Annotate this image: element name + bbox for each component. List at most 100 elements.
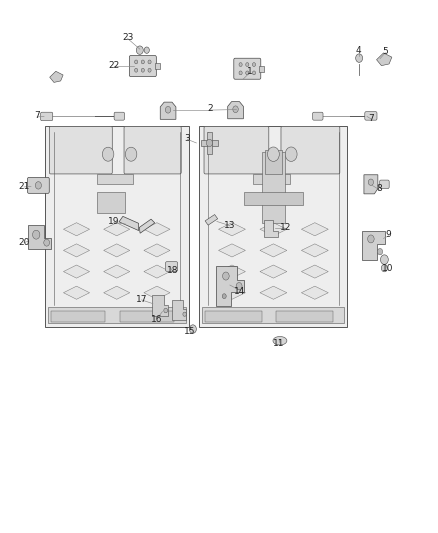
Bar — [120, 311, 174, 322]
Polygon shape — [104, 244, 130, 257]
Polygon shape — [228, 102, 244, 119]
Circle shape — [141, 68, 145, 72]
Text: 12: 12 — [279, 223, 291, 232]
Bar — [51, 311, 105, 322]
Polygon shape — [260, 265, 287, 278]
Bar — [261, 152, 285, 223]
Bar — [253, 174, 290, 184]
Bar — [259, 66, 265, 72]
Bar — [45, 126, 188, 327]
Polygon shape — [219, 223, 245, 236]
Polygon shape — [144, 286, 170, 299]
Circle shape — [285, 147, 297, 161]
Polygon shape — [205, 215, 218, 225]
Text: 5: 5 — [382, 47, 388, 56]
Circle shape — [32, 230, 40, 239]
Text: 15: 15 — [184, 327, 195, 336]
Bar — [97, 192, 125, 213]
Circle shape — [141, 60, 145, 64]
Polygon shape — [104, 223, 130, 236]
Bar — [201, 140, 218, 146]
Circle shape — [367, 235, 374, 243]
Polygon shape — [160, 102, 176, 119]
Polygon shape — [119, 216, 139, 231]
Bar — [97, 174, 133, 184]
Text: 2: 2 — [208, 104, 213, 113]
Circle shape — [102, 147, 114, 161]
Text: 17: 17 — [136, 295, 147, 304]
Text: 8: 8 — [376, 183, 382, 192]
Bar — [265, 150, 282, 174]
Circle shape — [136, 46, 143, 54]
Ellipse shape — [273, 336, 287, 345]
Circle shape — [148, 60, 151, 64]
Circle shape — [189, 325, 196, 333]
Text: 10: 10 — [382, 264, 394, 272]
Circle shape — [239, 63, 242, 67]
Polygon shape — [104, 286, 130, 299]
Circle shape — [236, 282, 242, 290]
Text: 16: 16 — [152, 315, 163, 324]
Polygon shape — [260, 286, 287, 299]
Circle shape — [246, 63, 249, 67]
Circle shape — [356, 54, 363, 62]
Circle shape — [381, 264, 388, 272]
Circle shape — [252, 71, 256, 75]
Text: 13: 13 — [224, 221, 236, 230]
Text: 20: 20 — [18, 238, 30, 247]
Polygon shape — [49, 71, 63, 83]
Text: 4: 4 — [356, 46, 361, 55]
Polygon shape — [219, 265, 245, 278]
Circle shape — [268, 147, 279, 161]
Polygon shape — [264, 220, 278, 237]
Circle shape — [206, 139, 212, 147]
Polygon shape — [260, 223, 287, 236]
Circle shape — [148, 68, 151, 72]
Circle shape — [246, 71, 249, 75]
Polygon shape — [173, 301, 186, 319]
Text: 14: 14 — [234, 287, 246, 296]
FancyBboxPatch shape — [129, 55, 156, 77]
Text: 7: 7 — [34, 111, 40, 120]
Circle shape — [144, 47, 149, 53]
Bar — [199, 126, 347, 327]
Text: 1: 1 — [247, 67, 252, 76]
FancyBboxPatch shape — [380, 180, 389, 189]
FancyBboxPatch shape — [41, 112, 53, 120]
Polygon shape — [28, 225, 50, 249]
Polygon shape — [64, 223, 90, 236]
Circle shape — [223, 272, 229, 280]
FancyBboxPatch shape — [49, 126, 112, 174]
Circle shape — [134, 68, 138, 72]
Polygon shape — [377, 53, 392, 66]
Bar — [244, 192, 303, 205]
Polygon shape — [301, 286, 328, 299]
Polygon shape — [139, 219, 155, 233]
Text: 11: 11 — [273, 339, 285, 348]
Text: 19: 19 — [108, 217, 120, 227]
Polygon shape — [64, 244, 90, 257]
Text: 3: 3 — [184, 134, 190, 143]
FancyBboxPatch shape — [124, 126, 181, 174]
Polygon shape — [301, 244, 328, 257]
Bar — [276, 311, 332, 322]
Polygon shape — [301, 265, 328, 278]
Circle shape — [183, 312, 186, 317]
FancyBboxPatch shape — [234, 58, 261, 79]
Polygon shape — [144, 244, 170, 257]
Circle shape — [381, 255, 389, 264]
Circle shape — [239, 71, 242, 75]
Text: 18: 18 — [167, 266, 178, 275]
Polygon shape — [152, 295, 168, 317]
Bar — [48, 308, 186, 324]
Polygon shape — [216, 266, 244, 306]
Text: 7: 7 — [368, 114, 374, 123]
Polygon shape — [144, 265, 170, 278]
Circle shape — [164, 308, 168, 313]
Bar — [205, 311, 261, 322]
FancyBboxPatch shape — [166, 262, 178, 271]
Polygon shape — [260, 244, 287, 257]
FancyBboxPatch shape — [365, 112, 377, 120]
Circle shape — [368, 179, 374, 185]
Polygon shape — [64, 265, 90, 278]
